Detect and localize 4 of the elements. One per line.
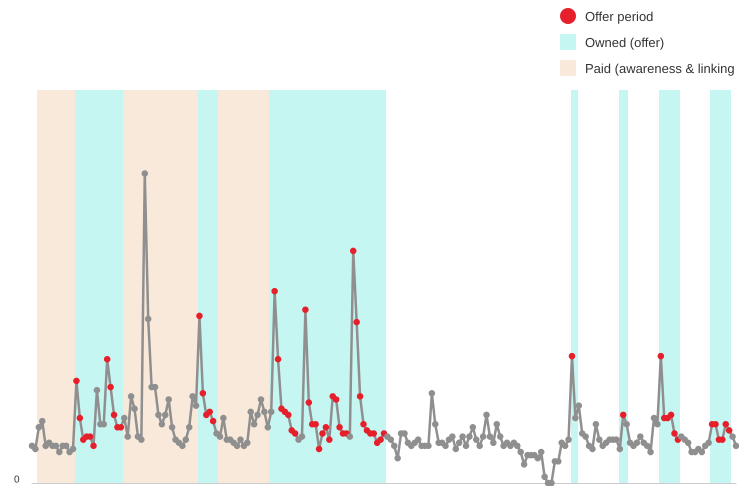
text: Offer period bbox=[585, 8, 654, 24]
text: Owned (offer) bbox=[585, 34, 664, 50]
text: Paid (awareness & linking bbox=[585, 60, 735, 76]
text: 0 bbox=[14, 474, 20, 486]
